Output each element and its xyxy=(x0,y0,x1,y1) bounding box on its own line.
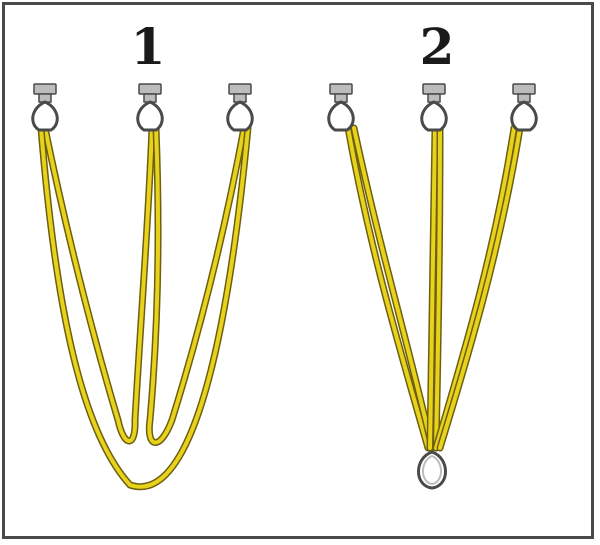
rope-loop-left-to-center xyxy=(43,126,154,443)
rope-strand-center-b xyxy=(434,126,442,450)
panel-1-rigging xyxy=(31,83,254,491)
panel-2-rigging xyxy=(327,83,538,490)
anchor-bolt-1a xyxy=(31,83,59,132)
anchor-bolt-1c xyxy=(226,83,254,132)
master-point-carabiner xyxy=(417,450,447,490)
anchor-bolt-2b xyxy=(420,83,448,132)
panel-label-2: 2 xyxy=(419,17,455,76)
rope-strand-right-a-edge xyxy=(432,124,518,452)
rope-strand-right-a xyxy=(434,126,516,450)
rope-strand-left-b xyxy=(352,126,434,450)
anchor-bolt-1b xyxy=(136,83,164,132)
rope-loop-center-to-right xyxy=(147,126,246,445)
rope-strand-right-b xyxy=(438,126,522,450)
rope-strand-center-a xyxy=(428,126,437,450)
anchor-bolt-2c xyxy=(510,83,538,132)
anchor-bolt-2a xyxy=(327,83,355,132)
rope-strand-left-a xyxy=(346,126,430,450)
rope-outer-bottom-loop xyxy=(39,126,250,489)
diagram-frame xyxy=(2,2,594,539)
panel-label-1: 1 xyxy=(130,17,166,76)
